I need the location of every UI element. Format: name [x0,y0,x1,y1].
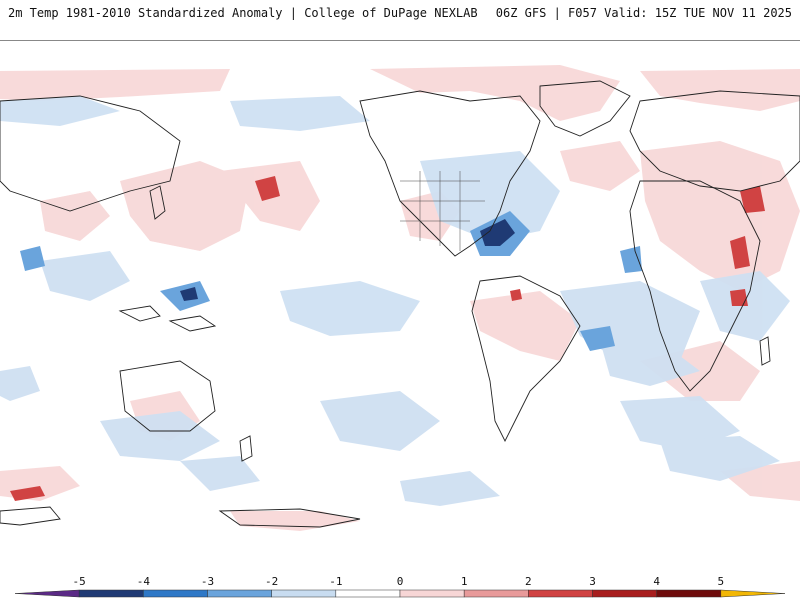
colorbar-segment [14,589,80,598]
cool-anomaly-areas [0,96,790,506]
colorbar-segment [399,589,465,598]
cold-strong-cores [180,219,515,301]
colorbar-tick-label: 2 [525,575,532,588]
header: 2m Temp 1981-2010 Standardized Anomaly |… [0,0,800,40]
us-state-borders [400,171,485,251]
colorbar-svg: -5 -4 -3 -2 -1 0 1 2 3 4 5 [14,575,786,598]
hot-anomaly-cores [10,176,765,501]
colorbar-tick-label: 0 [397,575,404,588]
colorbar-segment [207,589,272,598]
colorbar-segment [143,589,208,598]
colorbar-tick-label: -3 [201,575,214,588]
colorbar-tick-label: -5 [73,575,86,588]
map-title: 2m Temp 1981-2010 Standardized Anomaly |… [8,6,478,20]
colorbar-segment [592,589,657,598]
map-canvas [0,41,800,571]
run-info: 06Z GFS | F057 Valid: 15Z TUE NOV 11 202… [495,6,792,20]
colorbar-segment [335,589,401,598]
colorbar-segment [463,589,529,598]
colorbar-tick-label: -4 [137,575,151,588]
colorbar-segment [78,589,144,598]
colorbar: -5 -4 -3 -2 -1 0 1 2 3 4 5 [0,570,800,600]
colorbar-tick-label: -2 [265,575,278,588]
colorbar-tick-label: 4 [653,575,660,588]
colorbar-tick-label: 5 [718,575,725,588]
colorbar-segment [271,589,337,598]
coastlines [0,80,800,528]
colorbar-tick-label: -1 [329,575,342,588]
colorbar-segment [656,589,722,598]
colorbar-segment [528,589,593,598]
world-map [0,40,800,571]
colorbar-tick-label: 3 [589,575,596,588]
colorbar-segment [720,589,786,598]
colorbar-tick-label: 1 [461,575,468,588]
